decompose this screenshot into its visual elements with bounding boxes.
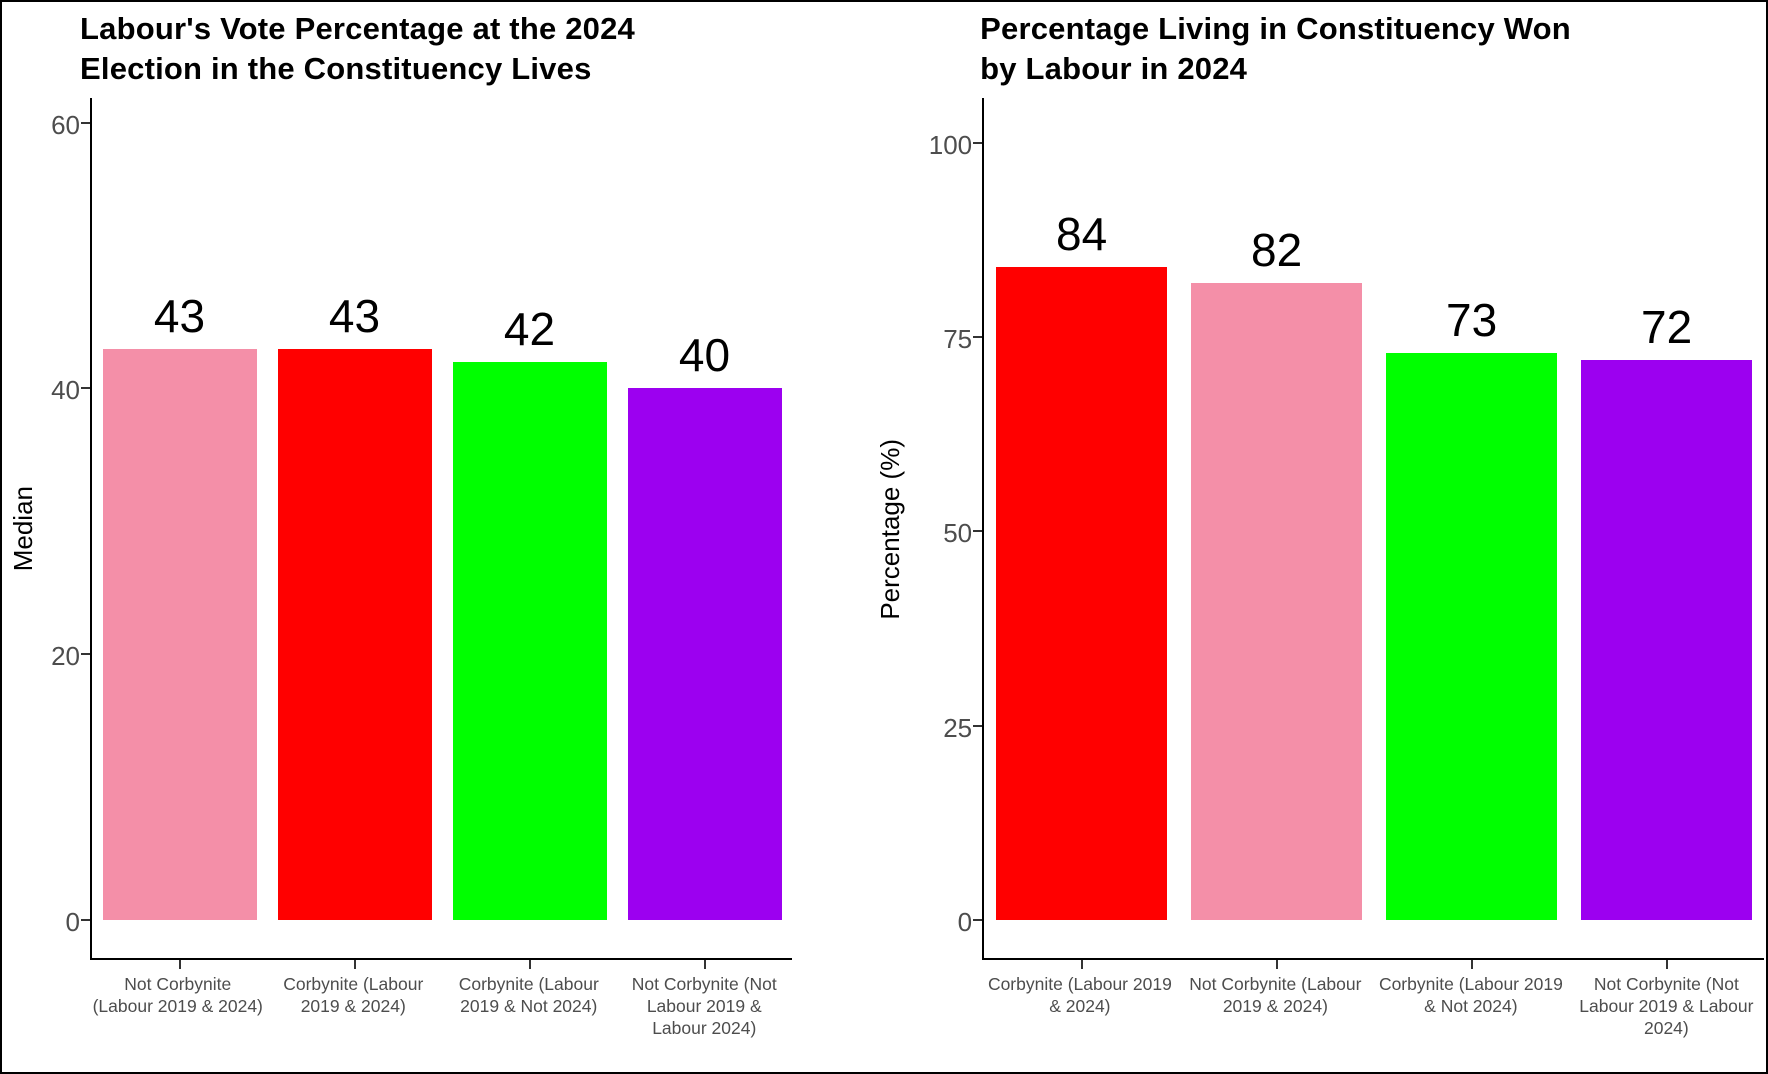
y-tick-label: 25 [943, 712, 973, 743]
y-tick-mark [973, 141, 983, 144]
bar-slot: 73 [1374, 98, 1569, 969]
chart-title-line: Percentage Living in Constituency Won [980, 11, 1571, 46]
bar-value-label: 82 [1251, 223, 1303, 276]
bar-1 [102, 348, 257, 920]
bar-value-label: 40 [678, 329, 731, 382]
left-chart-title: Labour's Vote Percentage at the 2024 Ele… [80, 2, 795, 98]
x-category-label: Corbynite (Labour 2019 & 2024) [283, 974, 424, 1016]
x-category-label: Corbynite (Labour 2019 & 2024) [987, 974, 1172, 1016]
bars-row: 43 43 42 40 [92, 98, 792, 969]
right-chart: Percentage Living in Constituency Won by… [795, 2, 1766, 1072]
bar-value-label: 43 [153, 289, 206, 342]
bar-slot: 82 [1179, 98, 1374, 969]
bar-slot: 43 [267, 98, 442, 969]
chart-title-line: Labour's Vote Percentage at the 2024 [80, 11, 635, 46]
bars-row: 84 82 73 72 [984, 98, 1764, 969]
left-chart: Labour's Vote Percentage at the 2024 Ele… [2, 2, 795, 1072]
y-tick-label: 50 [943, 518, 973, 549]
x-tick-mark [178, 960, 181, 969]
y-axis-tick-labels: 0 25 50 75 100 [910, 98, 982, 960]
x-category-label: Not Corbynite (Labour 2019 & 2024) [1189, 974, 1362, 1016]
bar-2 [277, 348, 432, 920]
bar-1 [995, 267, 1168, 920]
bar-slot: 42 [442, 98, 617, 969]
y-tick-mark [81, 387, 90, 390]
y-axis-title: Percentage (%) [874, 438, 905, 620]
x-tick-mark [528, 960, 531, 969]
x-tick-mark [353, 960, 356, 969]
bar-value-label: 72 [1641, 301, 1693, 354]
x-category-label: Corbynite (Labour 2019 & Not 2024) [1378, 974, 1563, 1016]
y-tick-mark [973, 335, 983, 338]
bar-value-label: 42 [503, 302, 556, 355]
bar-slot: 40 [617, 98, 792, 969]
x-axis-labels: Corbynite (Labour 2019 & 2024) Not Corbyn… [982, 960, 1764, 1072]
x-category-label: Not Corbynite (Not Labour 2019 & Labour … [631, 974, 777, 1038]
x-axis-labels: Not Corbynite (Labour 2019 & 2024) Corbyn… [90, 960, 792, 1072]
y-tick-label: 60 [51, 109, 80, 140]
y-tick-mark [81, 919, 90, 921]
right-chart-title: Percentage Living in Constituency Won by… [980, 2, 1766, 98]
bar-2 [1190, 282, 1363, 920]
x-tick-mark [1080, 960, 1083, 969]
y-tick-mark [81, 653, 90, 656]
bar-slot: 43 [92, 98, 267, 969]
y-tick-label: 0 [65, 907, 80, 937]
bar-slot: 72 [1569, 98, 1764, 969]
y-tick-label: 100 [928, 129, 973, 160]
y-tick-mark [973, 919, 983, 921]
bar-value-label: 43 [328, 289, 381, 342]
bar-value-label: 84 [1056, 208, 1108, 261]
y-tick-label: 0 [957, 907, 973, 937]
bar-3 [1385, 352, 1558, 920]
bar-4 [627, 388, 782, 920]
x-tick-mark [1470, 960, 1473, 969]
y-tick-mark [81, 121, 90, 124]
y-tick-mark [973, 530, 983, 533]
x-category-label: Not Corbynite (Not Labour 2019 & Labour … [1579, 974, 1754, 1038]
chart-title-line: Election in the Constituency Lives [80, 50, 592, 86]
x-category-label: Corbynite (Labour 2019 & Not 2024) [458, 974, 599, 1016]
bar-4 [1580, 360, 1753, 920]
x-tick-mark [1275, 960, 1278, 969]
y-axis-tick-labels: 0 20 40 60 [44, 98, 90, 960]
plot-panel: 84 82 73 72 [973, 98, 1765, 969]
plot-panel: 43 43 42 40 [81, 98, 792, 969]
x-tick-mark [703, 960, 706, 969]
y-axis-title: Median [7, 486, 38, 572]
bar-value-label: 73 [1446, 293, 1498, 346]
x-category-label: Not Corbynite (Labour 2019 & 2024) [92, 974, 263, 1016]
y-tick-label: 40 [51, 375, 80, 406]
y-tick-label: 75 [943, 323, 973, 354]
x-tick-mark [1665, 960, 1668, 969]
y-tick-mark [973, 724, 983, 727]
y-tick-label: 20 [51, 641, 80, 672]
chart-title-line: by Labour in 2024 [980, 50, 1248, 86]
bar-3 [452, 361, 607, 920]
bar-slot: 84 [984, 98, 1179, 969]
